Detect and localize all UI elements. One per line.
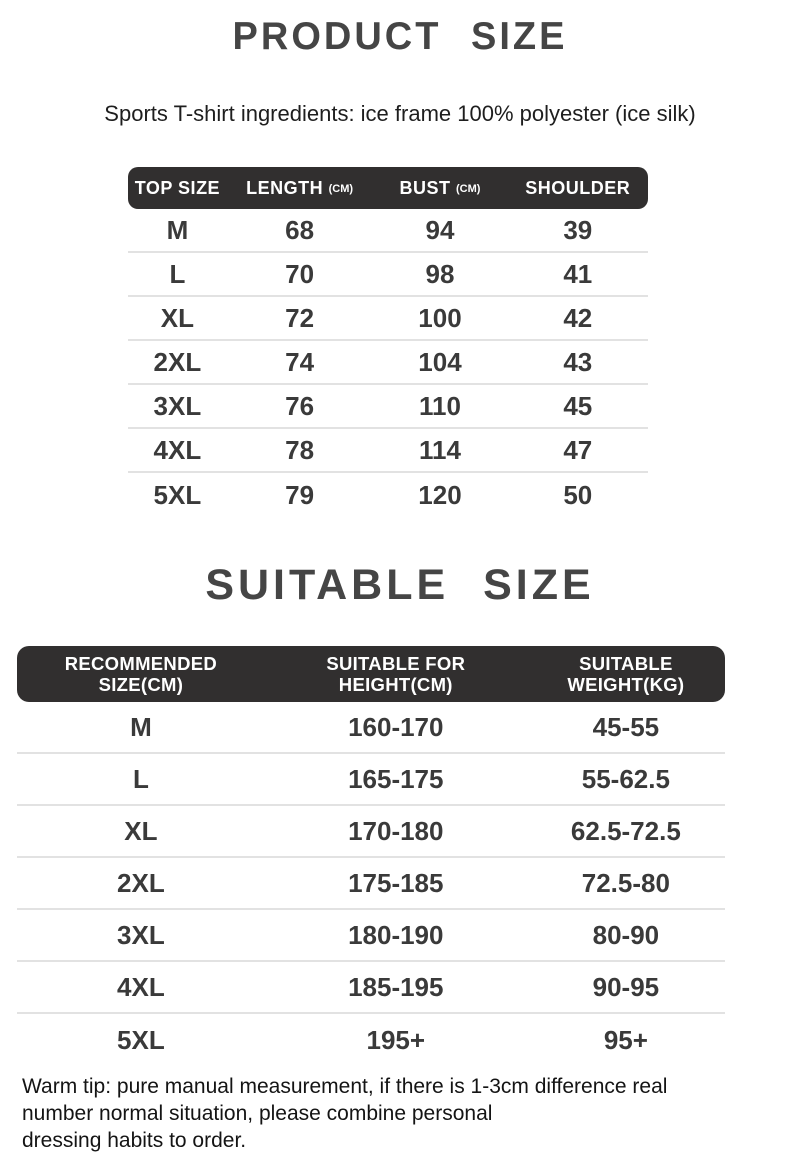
length-cell: 70 xyxy=(285,258,315,289)
size-cell: 2XL xyxy=(153,346,202,377)
size-cell: L xyxy=(132,763,149,794)
header-shoulder: SHOULDER xyxy=(525,177,631,198)
size-table-row: 5XL 79 120 50 xyxy=(128,473,648,517)
size-cell: 3XL xyxy=(117,919,165,950)
length-cell: 68 xyxy=(285,214,315,245)
shoulder-cell: 41 xyxy=(563,258,593,289)
size-cell: 3XL xyxy=(153,390,202,421)
shoulder-cell: 45 xyxy=(563,390,593,421)
weight-cell: 80-90 xyxy=(592,919,660,950)
suitable-size-table: RECOMMENDED SIZE(CM) SUITABLE FOR HEIGHT… xyxy=(17,646,725,1066)
bust-cell: 110 xyxy=(419,390,461,421)
bust-cell: 114 xyxy=(419,434,461,465)
height-cell: 175-185 xyxy=(348,867,444,898)
bust-cell: 94 xyxy=(425,214,455,245)
weight-cell: 62.5-72.5 xyxy=(570,815,681,846)
height-cell: 185-195 xyxy=(348,971,444,1002)
size-table-row: 2XL 74 104 43 xyxy=(128,341,648,385)
size-cell: XL xyxy=(160,302,195,333)
weight-cell: 72.5-80 xyxy=(581,867,670,898)
size-table-row: M 68 94 39 xyxy=(128,209,648,253)
size-table-header: TOP SIZE LENGTH (CM) BUST (CM) SHOULDER xyxy=(128,167,648,209)
size-cell: L xyxy=(169,258,186,289)
height-cell: 165-175 xyxy=(348,763,444,794)
bust-cell: 98 xyxy=(425,258,455,289)
header-top-size: TOP SIZE xyxy=(134,177,221,198)
size-table-row: 4XL 78 114 47 xyxy=(128,429,648,473)
length-cell: 78 xyxy=(285,434,315,465)
suitable-table-row: 2XL 175-185 72.5-80 xyxy=(17,858,725,910)
length-unit-label: (CM) xyxy=(328,182,354,195)
shoulder-cell: 50 xyxy=(563,479,593,510)
length-cell: 76 xyxy=(285,390,315,421)
height-cell: 170-180 xyxy=(348,815,444,846)
size-cell: XL xyxy=(124,815,158,846)
length-cell: 74 xyxy=(285,346,315,377)
size-table-row: XL 72 100 42 xyxy=(128,297,648,341)
weight-cell: 45-55 xyxy=(592,711,660,742)
height-cell: 180-190 xyxy=(348,919,444,950)
page-title: PRODUCT SIZE xyxy=(232,15,568,59)
size-cell: M xyxy=(166,214,189,245)
shoulder-cell: 42 xyxy=(563,302,593,333)
length-cell: 79 xyxy=(285,479,315,510)
size-cell: 5XL xyxy=(117,1024,165,1055)
suitable-table-header: RECOMMENDED SIZE(CM) SUITABLE FOR HEIGHT… xyxy=(17,646,725,702)
suitable-table-row: L 165-175 55-62.5 xyxy=(17,754,725,806)
size-cell: 4XL xyxy=(153,434,202,465)
warm-tip-text: Warm tip: pure manual measurement, if th… xyxy=(22,1075,668,1152)
suitable-table-row: 5XL 195+ 95+ xyxy=(17,1014,725,1066)
suitable-table-row: XL 170-180 62.5-72.5 xyxy=(17,806,725,858)
shoulder-cell: 39 xyxy=(563,214,593,245)
bust-cell: 100 xyxy=(418,302,462,333)
header-recommended-size: RECOMMENDED SIZE(CM) xyxy=(64,652,218,695)
size-table-row: 3XL 76 110 45 xyxy=(128,385,648,429)
suitable-table-row: 4XL 185-195 90-95 xyxy=(17,962,725,1014)
shoulder-cell: 43 xyxy=(563,346,593,377)
size-cell: M xyxy=(130,711,152,742)
header-length: LENGTH (CM) xyxy=(246,177,354,198)
header-bust: BUST (CM) xyxy=(399,177,481,198)
size-cell: 2XL xyxy=(117,867,165,898)
suitable-table-row: M 160-170 45-55 xyxy=(17,702,725,754)
shoulder-cell: 47 xyxy=(563,434,593,465)
suitable-table-row: 3XL 180-190 80-90 xyxy=(17,910,725,962)
header-suitable-height: SUITABLE FOR HEIGHT(CM) xyxy=(326,652,466,695)
product-ingredients-subtitle: Sports T-shirt ingredients: ice frame 10… xyxy=(104,101,696,126)
bust-cell: 104 xyxy=(418,346,462,377)
height-cell: 195+ xyxy=(366,1024,426,1055)
weight-cell: 95+ xyxy=(603,1024,648,1055)
size-cell: 4XL xyxy=(117,971,165,1002)
size-table-row: L 70 98 41 xyxy=(128,253,648,297)
product-size-table: TOP SIZE LENGTH (CM) BUST (CM) SHOULDER … xyxy=(128,167,648,517)
weight-cell: 55-62.5 xyxy=(581,763,670,794)
bust-cell: 120 xyxy=(418,479,462,510)
weight-cell: 90-95 xyxy=(592,971,660,1002)
size-cell: 5XL xyxy=(153,479,202,510)
suitable-size-title: SUITABLE SIZE xyxy=(205,561,595,609)
length-cell: 72 xyxy=(285,302,315,333)
header-suitable-weight: SUITABLE WEIGHT(KG) xyxy=(567,652,685,695)
height-cell: 160-170 xyxy=(348,711,444,742)
bust-unit-label: (CM) xyxy=(456,182,481,195)
